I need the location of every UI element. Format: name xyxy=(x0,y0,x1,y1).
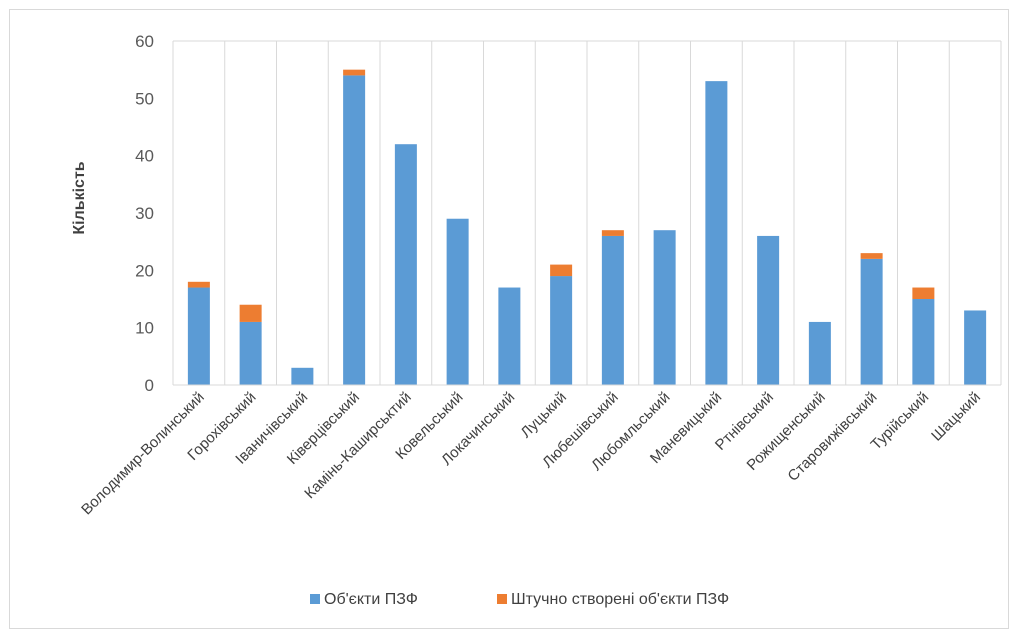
x-tick-label: Луцький xyxy=(517,389,570,442)
x-tick-label: Старовижівський xyxy=(784,389,880,485)
bar-artificial-pzf-objects xyxy=(187,281,210,288)
y-axis-label: Кількість xyxy=(71,161,88,234)
bar-pzf-objects xyxy=(808,321,831,385)
y-tick-label: 0 xyxy=(145,376,154,395)
bar-pzf-objects xyxy=(550,276,573,385)
legend-label: Об'єкти ПЗФ xyxy=(324,591,418,608)
bar-pzf-objects xyxy=(394,144,417,385)
legend: Об'єкти ПЗФ Штучно створені об'єкти ПЗФ xyxy=(310,591,729,608)
y-tick-label: 20 xyxy=(135,261,154,280)
bar-pzf-objects xyxy=(498,287,521,385)
x-tick-label: Шацький xyxy=(928,389,984,445)
bar-pzf-objects xyxy=(446,218,469,385)
bars-layer xyxy=(187,69,987,386)
y-tick-label: 60 xyxy=(135,32,154,51)
bar-artificial-pzf-objects xyxy=(860,253,883,259)
bar-pzf-objects xyxy=(343,75,366,386)
bar-pzf-objects xyxy=(187,287,210,385)
legend-label: Штучно створені об'єкти ПЗФ xyxy=(511,591,729,608)
bar-artificial-pzf-objects xyxy=(239,304,262,322)
y-tick-label: 10 xyxy=(135,319,154,338)
bar-pzf-objects xyxy=(912,299,935,385)
y-tick-label: 40 xyxy=(135,147,154,166)
bar-artificial-pzf-objects xyxy=(912,287,935,299)
bar-artificial-pzf-objects xyxy=(601,230,624,236)
bar-pzf-objects xyxy=(653,230,676,385)
y-tick-label: 30 xyxy=(135,204,154,223)
legend-swatch xyxy=(497,594,507,604)
y-tick-label: 50 xyxy=(135,89,154,108)
bar-pzf-objects xyxy=(601,235,624,385)
bar-pzf-objects xyxy=(239,321,262,385)
bar-pzf-objects xyxy=(705,81,728,385)
legend-swatch xyxy=(310,594,320,604)
bar-artificial-pzf-objects xyxy=(343,69,366,76)
bar-pzf-objects xyxy=(291,367,314,385)
bar-pzf-objects xyxy=(964,310,987,385)
grid-layer xyxy=(172,40,1002,385)
bar-artificial-pzf-objects xyxy=(550,264,573,277)
bar-pzf-objects xyxy=(860,258,883,385)
bar-pzf-objects xyxy=(757,235,780,385)
